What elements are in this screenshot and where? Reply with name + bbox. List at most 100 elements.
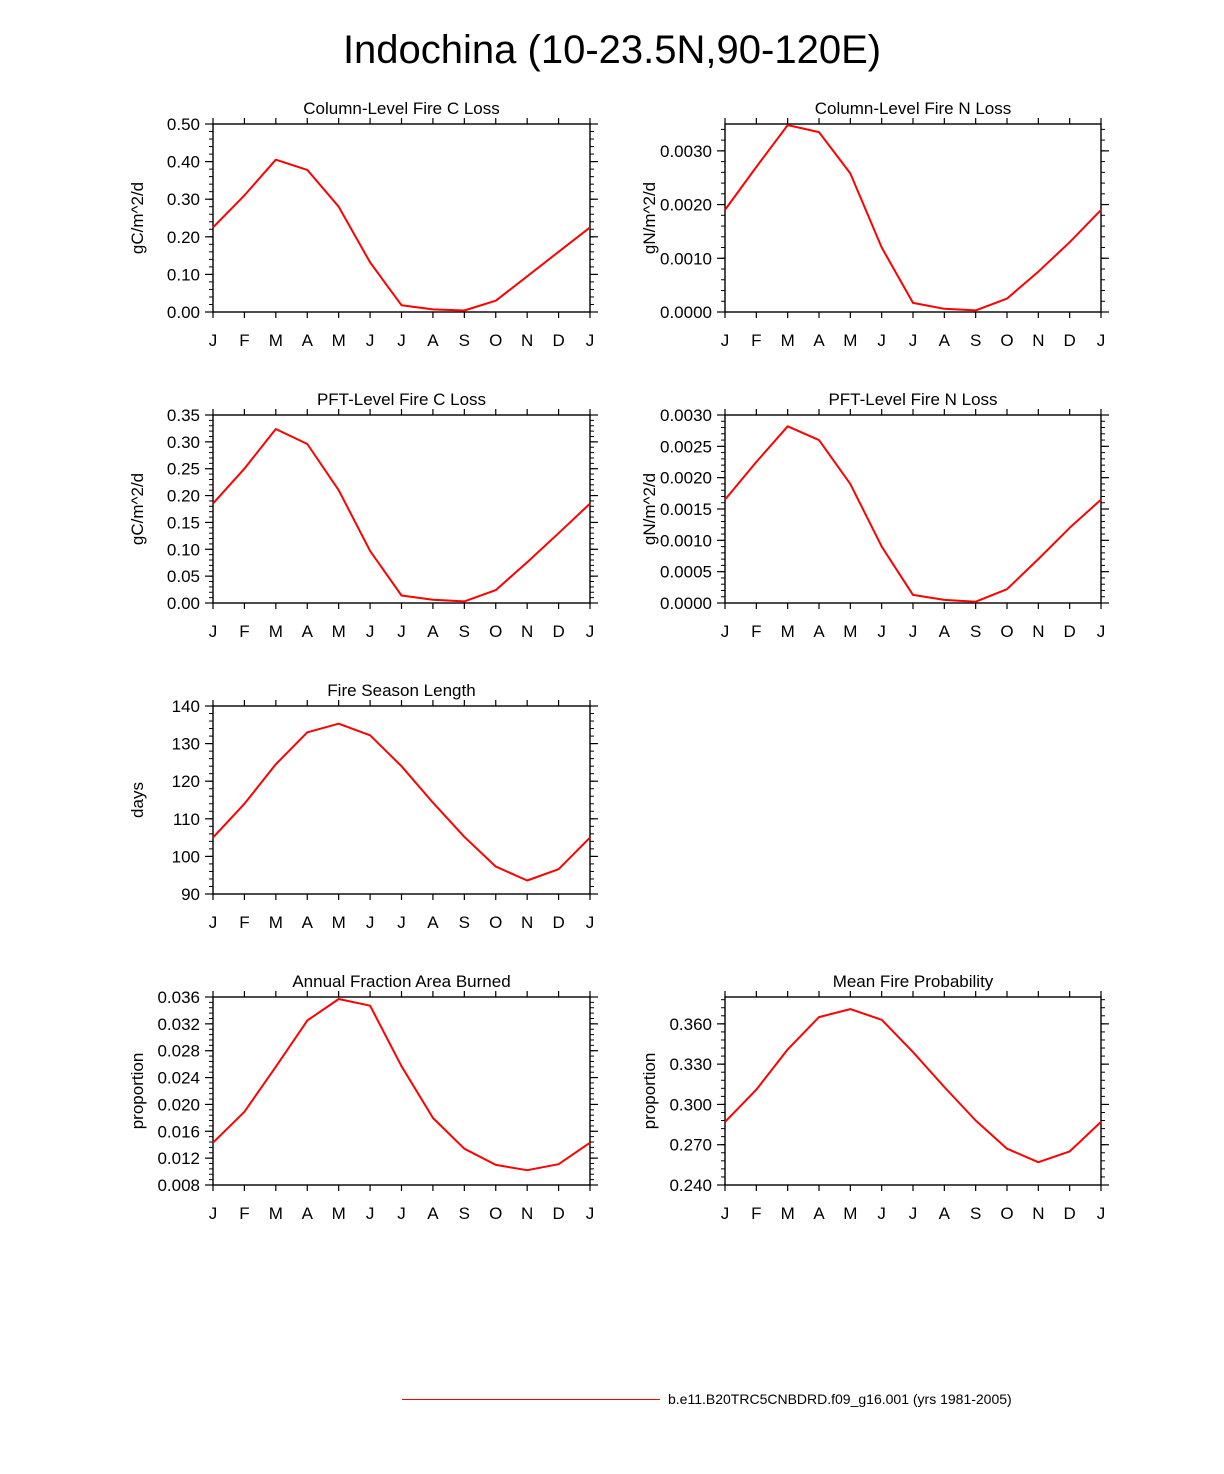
panel-title: Column-Level Fire C Loss <box>303 99 500 118</box>
x-tick-label: J <box>909 622 918 641</box>
x-tick-label: M <box>332 622 346 641</box>
x-tick-label: A <box>302 1204 314 1223</box>
x-tick-label: F <box>751 622 761 641</box>
x-tick-label: J <box>1097 622 1106 641</box>
y-tick-label: 0.240 <box>669 1176 712 1195</box>
y-tick-label: 0.330 <box>669 1055 712 1074</box>
y-tick-label: 90 <box>181 885 200 904</box>
plot-frame <box>212 123 591 313</box>
y-axis-label: proportion <box>640 1053 659 1130</box>
y-tick-label: 0.35 <box>167 406 200 425</box>
x-tick-label: M <box>781 1204 795 1223</box>
x-tick-label: J <box>909 331 918 350</box>
x-tick-label: A <box>939 331 951 350</box>
x-tick-label: A <box>813 622 825 641</box>
x-tick-label: J <box>209 913 218 932</box>
y-tick-label: 0.0030 <box>660 142 712 161</box>
x-tick-label: D <box>1064 1204 1076 1223</box>
x-tick-label: N <box>1032 1204 1044 1223</box>
plot-frame <box>724 123 1102 313</box>
x-tick-label: J <box>397 1204 406 1223</box>
y-tick-label: 0.00 <box>167 303 200 322</box>
x-tick-label: M <box>332 331 346 350</box>
x-tick-label: J <box>877 622 886 641</box>
x-tick-label: D <box>552 1204 564 1223</box>
x-tick-label: A <box>427 622 439 641</box>
y-tick-label: 0.036 <box>157 988 200 1007</box>
y-axis-label: gN/m^2/d <box>640 182 659 254</box>
x-tick-label: S <box>970 331 981 350</box>
x-tick-label: D <box>552 622 564 641</box>
plot-frame <box>724 414 1102 604</box>
x-tick-label: O <box>1000 331 1013 350</box>
x-tick-label: A <box>427 1204 439 1223</box>
x-tick-label: F <box>239 913 249 932</box>
y-tick-label: 0.0015 <box>660 500 712 519</box>
x-tick-label: O <box>1000 622 1013 641</box>
x-tick-label: O <box>489 622 502 641</box>
panel-title: Annual Fraction Area Burned <box>292 972 510 991</box>
x-tick-label: M <box>269 1204 283 1223</box>
x-tick-label: N <box>521 331 533 350</box>
series-line <box>212 722 591 882</box>
y-tick-label: 0.05 <box>167 567 200 586</box>
x-tick-label: S <box>459 331 470 350</box>
y-tick-label: 0.0000 <box>660 303 712 322</box>
x-tick-label: F <box>239 622 249 641</box>
y-tick-label: 140 <box>172 697 200 716</box>
y-tick-label: 0.0010 <box>660 531 712 550</box>
y-tick-label: 0.360 <box>669 1015 712 1034</box>
x-tick-label: M <box>781 622 795 641</box>
y-tick-label: 0.012 <box>157 1149 200 1168</box>
x-tick-label: D <box>552 331 564 350</box>
x-tick-label: J <box>877 1204 886 1223</box>
x-tick-label: N <box>521 1204 533 1223</box>
x-tick-label: S <box>970 622 981 641</box>
y-tick-label: 0.270 <box>669 1136 712 1155</box>
panel-title: PFT-Level Fire N Loss <box>828 390 997 409</box>
y-tick-label: 0.020 <box>157 1095 200 1114</box>
x-tick-label: A <box>302 622 314 641</box>
series-line <box>724 425 1102 603</box>
y-tick-label: 0.0010 <box>660 249 712 268</box>
y-tick-label: 110 <box>173 810 200 829</box>
x-tick-label: J <box>877 331 886 350</box>
x-tick-label: M <box>843 331 857 350</box>
y-tick-label: 0.50 <box>167 115 200 134</box>
x-tick-label: M <box>332 1204 346 1223</box>
x-tick-label: A <box>302 331 314 350</box>
y-axis-label: proportion <box>128 1053 147 1130</box>
page-title: Indochina (10-23.5N,90-120E) <box>342 28 882 72</box>
y-axis-label: days <box>128 782 147 818</box>
x-tick-label: A <box>939 1204 951 1223</box>
x-tick-label: M <box>781 331 795 350</box>
y-tick-label: 0.25 <box>167 460 200 479</box>
x-tick-label: J <box>721 1204 730 1223</box>
y-tick-label: 0.0030 <box>660 406 712 425</box>
x-tick-label: J <box>586 622 595 641</box>
y-tick-label: 0.0005 <box>660 563 712 582</box>
x-tick-label: M <box>843 1204 857 1223</box>
x-tick-label: A <box>939 622 951 641</box>
series-line <box>212 428 591 603</box>
x-tick-label: M <box>269 622 283 641</box>
x-tick-label: M <box>332 913 346 932</box>
y-tick-label: 0.032 <box>157 1015 200 1034</box>
y-axis-label: gC/m^2/d <box>128 182 147 254</box>
series-line <box>212 158 591 312</box>
panel-title: Mean Fire Probability <box>833 972 994 991</box>
x-tick-label: N <box>521 913 533 932</box>
x-tick-label: J <box>586 1204 595 1223</box>
x-tick-label: N <box>1032 622 1044 641</box>
y-tick-label: 0.300 <box>669 1095 712 1114</box>
x-tick-label: F <box>239 331 249 350</box>
x-tick-label: S <box>459 913 470 932</box>
y-tick-label: 0.016 <box>157 1122 200 1141</box>
x-tick-label: D <box>552 913 564 932</box>
y-tick-label: 0.0025 <box>660 437 712 456</box>
x-tick-label: A <box>813 331 825 350</box>
y-tick-label: 0.30 <box>167 190 200 209</box>
